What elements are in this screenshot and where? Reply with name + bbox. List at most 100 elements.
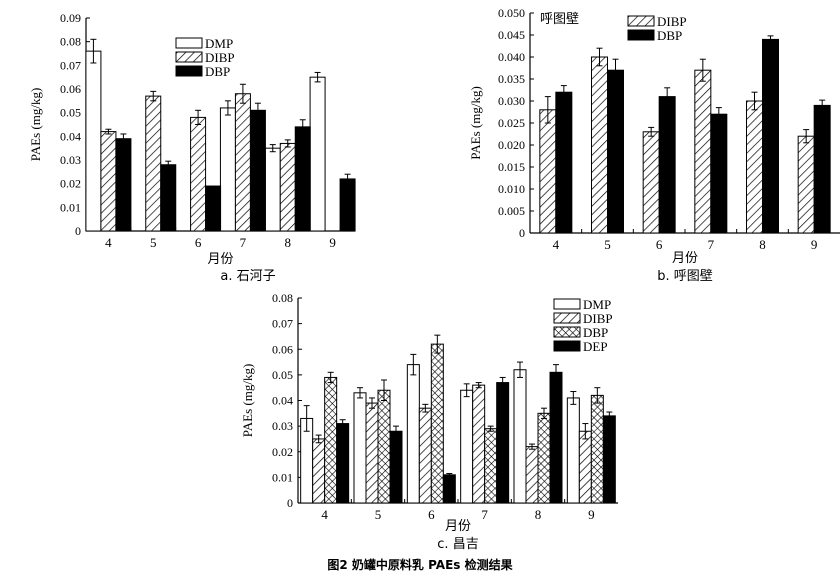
chart-panel-b: 0 0.005 0.010 0.015 0.020 0.025 0.030 0.035 0.04…: [468, 6, 840, 284]
y-tick-label: 0.06: [60, 82, 81, 96]
y-tick-label: 0.01: [60, 200, 81, 214]
chart-panel-a: 0 0.01 0.02 0.03 0.04 0.05 0.06 0.07 0.08 0.09 4 5 6…: [28, 11, 356, 284]
y-tick-label: 0.09: [60, 11, 81, 25]
bar-dbp: [324, 376, 338, 504]
legend-swatch-dep: [553, 340, 581, 352]
bar-dmp: [566, 397, 580, 504]
bar-dep: [336, 423, 350, 504]
bar-dmp: [264, 147, 281, 232]
x-tick-label: 5: [604, 237, 611, 252]
y-tick-label: 0.020: [498, 138, 525, 152]
y-tick-label: 0.015: [498, 160, 525, 174]
bar-dibp: [642, 131, 660, 234]
bar-dibp: [797, 135, 815, 234]
bar-dbp: [339, 178, 356, 232]
bar-dbp: [590, 394, 604, 504]
bar-dibp: [365, 402, 379, 504]
legend-label-dmp: DMP: [583, 297, 611, 312]
bar-dibp: [539, 109, 557, 234]
bar-dmp: [353, 392, 367, 504]
x-tick-label: 7: [708, 237, 715, 252]
bar-dibp: [279, 142, 296, 232]
bar-dbp: [762, 38, 779, 234]
legend-label-dbp: DBP: [205, 64, 230, 79]
bar-dbp: [710, 113, 728, 234]
panel-label: c. 昌吉: [437, 537, 478, 552]
y-tick-label: 0: [75, 224, 81, 238]
y-tick-label: 0.06: [272, 342, 293, 356]
x-tick-label: 9: [811, 237, 818, 252]
x-tick-label: 8: [759, 237, 766, 252]
bar-dep: [442, 474, 456, 504]
bar-dep: [389, 430, 403, 504]
y-axis-label: PAEs (mg/kg): [28, 88, 43, 162]
y-tick-label: 0.01: [272, 470, 293, 484]
x-axis-label: 月份: [672, 251, 698, 266]
y-tick-label: 0.030: [498, 94, 525, 108]
legend-label-dibp: DIBP: [205, 50, 235, 65]
y-tick-label: 0.050: [498, 6, 525, 20]
x-tick-label: 5: [375, 507, 382, 522]
x-tick-label: 8: [535, 507, 542, 522]
y-tick-label: 0.005: [498, 204, 525, 218]
bar-dibp: [145, 95, 162, 232]
x-tick-label: 6: [656, 237, 663, 252]
bar-dibp: [418, 407, 432, 504]
bar-dibp: [591, 56, 608, 234]
bar-dibp: [100, 131, 117, 232]
bar-dmp: [309, 76, 326, 232]
x-tick-label: 4: [553, 237, 560, 252]
bar-dibp: [578, 430, 592, 504]
x-tick-label: 7: [240, 235, 247, 250]
figure-caption: 图2 奶罐中原料乳 PAEs 检测结果: [327, 558, 513, 572]
bar-dep: [549, 371, 563, 504]
panel-label: a. 石河子: [220, 269, 275, 284]
bar-dbp: [813, 104, 831, 234]
legend-swatch-dibp: [627, 15, 655, 27]
bar-dmp: [460, 389, 474, 504]
x-tick-label: 7: [481, 507, 488, 522]
y-tick-label: 0.045: [498, 28, 525, 42]
bar-dep: [496, 382, 510, 504]
bar-dibp: [525, 446, 539, 504]
legend-label-dibp: DIBP: [657, 14, 687, 29]
panel-inner-label: 呼图壁: [540, 12, 579, 27]
bar-dbp: [115, 138, 132, 232]
bar-dbp: [294, 126, 311, 232]
bar-dbp: [658, 96, 676, 234]
x-tick-label: 9: [329, 235, 336, 250]
chart-panel-c: 0 0.01 0.02 0.03 0.04 0.05 0.06 0.07 0.08 4 5 6 7 8 9 D…: [240, 291, 618, 552]
y-axis-label: PAEs (mg/kg): [468, 86, 483, 160]
bar-dbp: [205, 185, 222, 232]
bar-dmp: [219, 107, 236, 232]
legend-label-dibp: DIBP: [583, 311, 613, 326]
bar-dibp: [312, 438, 326, 504]
y-tick-label: 0: [287, 496, 293, 510]
bar-dbp: [430, 343, 444, 504]
y-tick-label: 0.08: [272, 291, 293, 305]
bar-dbp: [484, 428, 498, 504]
x-tick-label: 5: [150, 235, 157, 250]
y-tick-label: 0.07: [60, 58, 81, 72]
y-tick-label: 0: [519, 226, 525, 240]
x-tick-label: 4: [105, 235, 112, 250]
bar-dibp: [472, 384, 486, 504]
x-tick-label: 6: [428, 507, 435, 522]
legend-label-dbp: DBP: [583, 325, 608, 340]
bar-dbp: [555, 91, 573, 234]
y-tick-label: 0.03: [60, 153, 81, 167]
y-tick-label: 0.04: [272, 394, 293, 408]
bar-dibp: [746, 100, 763, 234]
bar-dbp: [537, 412, 551, 504]
y-tick-label: 0.02: [60, 177, 81, 191]
y-tick-label: 0.010: [498, 182, 525, 196]
x-tick-label: 8: [285, 235, 292, 250]
y-tick-label: 0.07: [272, 317, 293, 331]
bar-dbp: [607, 69, 624, 234]
x-axis-label: 月份: [445, 519, 471, 534]
legend-label-dmp: DMP: [205, 36, 233, 51]
y-tick-label: 0.040: [498, 50, 525, 64]
bar-dmp: [406, 364, 420, 504]
y-tick-label: 0.08: [60, 35, 81, 49]
